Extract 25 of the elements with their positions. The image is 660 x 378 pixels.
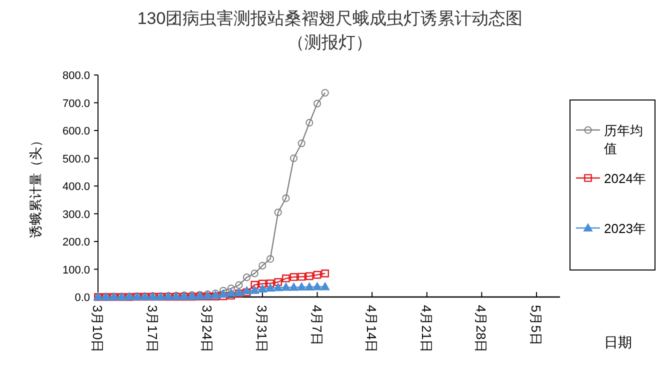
x-tick-label: 4月21日 <box>418 305 434 353</box>
y-tick-label: 0.0 <box>74 292 90 304</box>
y-tick-label: 400.0 <box>62 181 90 193</box>
x-tick-label: 4月28日 <box>474 305 489 353</box>
x-tick-label: 3月17日 <box>144 305 160 353</box>
y-tick-label: 800.0 <box>62 70 90 82</box>
x-tick-label: 4月7日 <box>309 305 324 346</box>
y-tick-label: 500.0 <box>62 153 90 166</box>
x-tick-label: 3月24日 <box>200 305 215 353</box>
legend-label: 2024年 <box>604 171 646 186</box>
chart-title: 130团病虫害测报站桑褶翅尺蛾成虫灯诱累计动态图 <box>137 9 523 28</box>
y-tick-label: 200.0 <box>62 236 90 248</box>
chart-subtitle: （测报灯） <box>288 33 372 52</box>
y-axis-title: 诱蛾累计量（头） <box>28 134 43 238</box>
legend-label: 历年均值 <box>604 123 643 156</box>
x-tick-label: 3月31日 <box>254 305 270 353</box>
legend-label: 2023年 <box>604 221 646 236</box>
y-tick-label: 100.0 <box>62 264 90 276</box>
y-tick-label: 700.0 <box>62 98 90 110</box>
x-axis-title: 日期 <box>604 334 632 350</box>
y-tick-label: 300.0 <box>62 208 90 221</box>
y-tick-label: 600.0 <box>62 126 90 138</box>
x-tick-label: 4月14日 <box>364 305 380 353</box>
x-tick-label: 5月5日 <box>528 305 544 346</box>
x-tick-label: 3月10日 <box>90 305 105 353</box>
